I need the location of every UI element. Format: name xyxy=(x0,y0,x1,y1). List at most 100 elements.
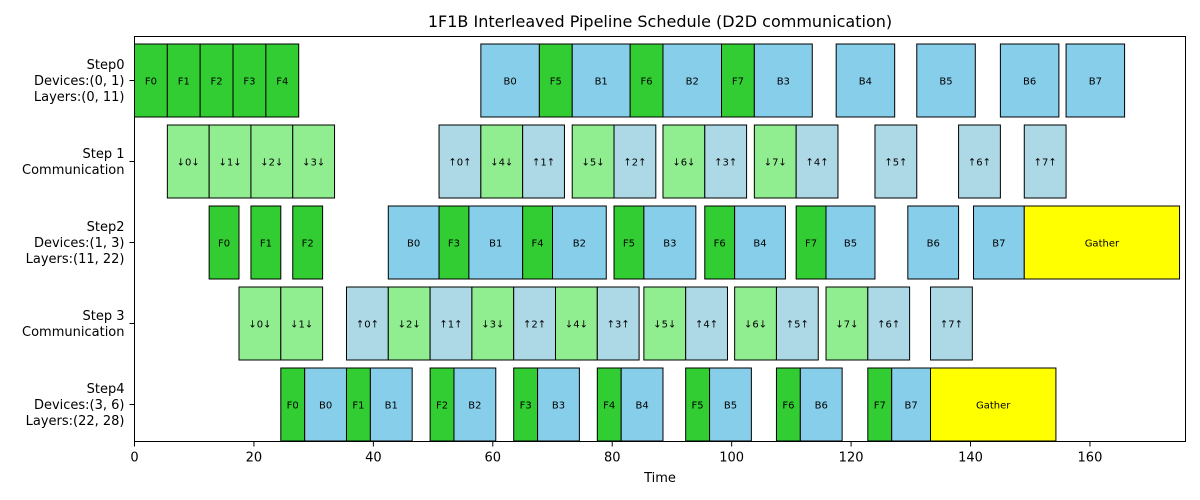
y-tick-label: Communication xyxy=(22,163,124,178)
schedule-block: B0 xyxy=(304,367,347,442)
block-label: F6 xyxy=(782,401,794,412)
schedule-block: B0 xyxy=(387,205,440,280)
schedule-block: B7 xyxy=(1065,43,1126,118)
block-bar xyxy=(250,124,294,199)
schedule-block: B1 xyxy=(571,43,631,118)
block-bar xyxy=(387,286,431,361)
block-bar xyxy=(958,124,1001,199)
schedule-block: ↑0↑ xyxy=(438,124,482,199)
schedule-block: B4 xyxy=(620,367,664,442)
block-label: ↑1↑ xyxy=(532,158,555,169)
schedule-block: ↓7↓ xyxy=(753,124,797,199)
y-tick-label: Step0 xyxy=(87,58,125,73)
block-bar xyxy=(835,43,896,118)
block-label: F2 xyxy=(436,401,448,412)
block-bar xyxy=(571,43,631,118)
block-label: F1 xyxy=(352,401,364,412)
x-tick-label: 60 xyxy=(485,451,502,466)
block-label: B6 xyxy=(815,401,828,412)
schedule-block: F5 xyxy=(685,367,711,442)
schedule-block: B4 xyxy=(835,43,896,118)
schedule-block: F0 xyxy=(134,43,168,118)
block-label: ↓4↓ xyxy=(565,320,588,331)
schedule-block: F2 xyxy=(199,43,234,118)
schedule-block: ↑1↑ xyxy=(429,286,473,361)
schedule-block: ↑7↑ xyxy=(930,286,973,361)
block-label: B3 xyxy=(552,401,565,412)
schedule-block: F4 xyxy=(265,43,300,118)
block-bar xyxy=(874,124,918,199)
block-bar xyxy=(199,43,234,118)
schedule-block: F4 xyxy=(596,367,622,442)
y-tick-label: Devices:(0, 1) xyxy=(34,74,125,89)
block-label: B0 xyxy=(319,401,332,412)
block-bar xyxy=(208,124,252,199)
schedule-block: ↑4↑ xyxy=(685,286,728,361)
block-label: B3 xyxy=(777,77,790,88)
block-label: B5 xyxy=(724,401,737,412)
block-label: F1 xyxy=(178,77,190,88)
block-label: F5 xyxy=(623,239,635,250)
block-label: ↑3↑ xyxy=(607,320,630,331)
schedule-block: B6 xyxy=(999,43,1060,118)
block-label: ↑1↑ xyxy=(439,320,462,331)
block-label: ↓6↓ xyxy=(672,158,695,169)
schedule-block: F6 xyxy=(704,205,736,280)
block-bar xyxy=(795,124,839,199)
block-bar xyxy=(468,205,524,280)
schedule-block: F4 xyxy=(522,205,554,280)
schedule-block: ↓5↓ xyxy=(571,124,615,199)
block-bar xyxy=(685,286,728,361)
x-tick-label: 0 xyxy=(130,451,138,466)
block-label: F3 xyxy=(243,77,255,88)
block-bar xyxy=(734,205,786,280)
schedule-block: ↑0↑ xyxy=(345,286,389,361)
block-label: ↓3↓ xyxy=(481,320,504,331)
schedule-block: F0 xyxy=(280,367,306,442)
block-label: F5 xyxy=(550,77,562,88)
block-label: F2 xyxy=(211,77,223,88)
block-label: ↑4↑ xyxy=(695,320,718,331)
block-label: F5 xyxy=(692,401,704,412)
block-bar xyxy=(1065,43,1126,118)
block-label: B6 xyxy=(1023,77,1036,88)
block-label: ↓1↓ xyxy=(290,320,313,331)
block-label: F7 xyxy=(732,77,744,88)
block-bar xyxy=(208,205,240,280)
y-tick-label: Layers:(22, 28) xyxy=(26,414,125,429)
block-label: F2 xyxy=(302,239,314,250)
block-label: B2 xyxy=(468,401,481,412)
schedule-block: ↑5↑ xyxy=(775,286,819,361)
block-label: ↓7↓ xyxy=(835,320,858,331)
schedule-block: ↑4↑ xyxy=(795,124,839,199)
block-bar xyxy=(596,286,640,361)
schedule-block: ↓3↓ xyxy=(292,124,336,199)
block-bar xyxy=(429,286,473,361)
schedule-block: ↓1↓ xyxy=(280,286,324,361)
block-label: ↑2↑ xyxy=(623,158,646,169)
schedule-block: ↑3↑ xyxy=(596,286,640,361)
schedule-block: B2 xyxy=(552,205,607,280)
y-tick-label: Layers:(0, 11) xyxy=(34,90,125,105)
y-tick-label: Devices:(1, 3) xyxy=(34,236,125,251)
block-label: ↑4↑ xyxy=(805,158,828,169)
block-bar xyxy=(1023,124,1067,199)
schedule-block: B2 xyxy=(453,367,497,442)
schedule-block: ↓0↓ xyxy=(166,124,210,199)
block-label: ↑0↑ xyxy=(356,320,379,331)
block-bar xyxy=(265,43,300,118)
block-bar xyxy=(930,367,1057,442)
block-label: B4 xyxy=(635,401,648,412)
block-label: F3 xyxy=(448,239,460,250)
schedule-block: ↓7↓ xyxy=(825,286,869,361)
block-label: F0 xyxy=(145,77,157,88)
schedule-block: F7 xyxy=(721,43,755,118)
y-tick-label: Step2 xyxy=(87,220,125,235)
schedule-block: ↑2↑ xyxy=(613,124,657,199)
schedule-block: F5 xyxy=(538,43,573,118)
block-label: Gather xyxy=(976,401,1011,412)
schedule-block: F3 xyxy=(232,43,267,118)
block-label: B6 xyxy=(927,239,940,250)
block-bar xyxy=(438,205,470,280)
block-bar xyxy=(930,286,973,361)
